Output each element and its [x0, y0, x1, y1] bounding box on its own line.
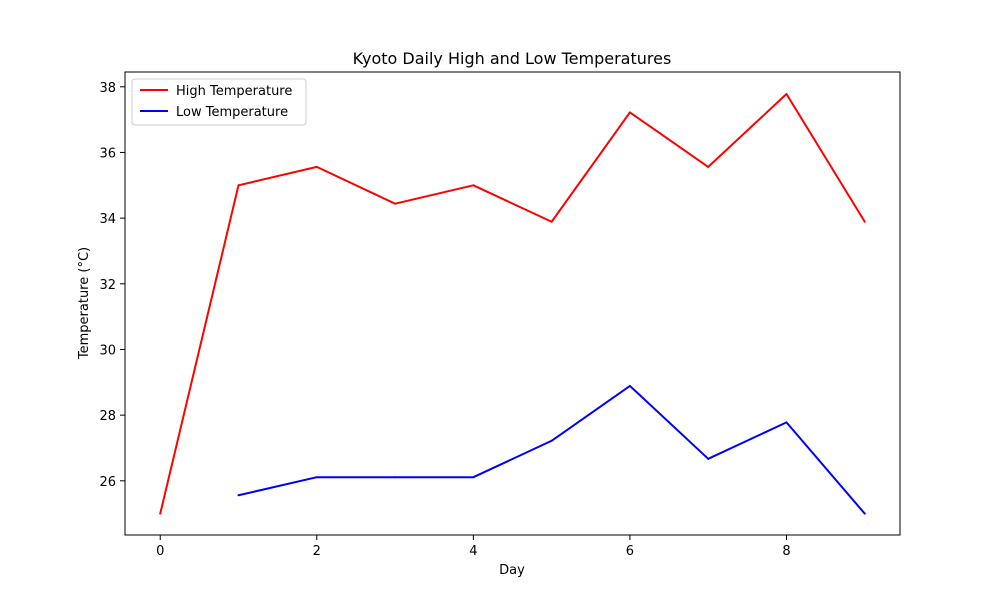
x-tick-label: 4 [469, 544, 477, 559]
data-point-high [159, 512, 162, 515]
x-axis-label: Day [499, 563, 525, 578]
y-tick-label: 30 [99, 343, 116, 358]
data-point-low [550, 439, 553, 442]
data-point-low [628, 384, 631, 387]
y-tick-label: 36 [99, 146, 116, 161]
x-tick-label: 0 [156, 544, 164, 559]
legend-box [131, 78, 307, 126]
y-tick-label: 26 [99, 475, 116, 490]
x-tick-label: 8 [782, 544, 790, 559]
data-point-high [315, 165, 318, 168]
chart-title: Kyoto Daily High and Low Temperatures [353, 49, 672, 68]
data-point-low [472, 476, 475, 479]
data-point-high [628, 111, 631, 114]
data-point-low [394, 476, 397, 479]
data-point-high [237, 184, 240, 187]
data-point-low [863, 512, 866, 515]
data-point-low [237, 494, 240, 497]
data-point-high [472, 184, 475, 187]
y-tick-label: 32 [99, 278, 116, 293]
x-tick-label: 6 [626, 544, 634, 559]
y-axis-ticks: 26 28 30 32 34 36 38 [99, 81, 125, 490]
plot-frame [124, 71, 901, 536]
y-axis-label: Temperature (°C) [77, 247, 92, 360]
x-tick-label: 2 [313, 544, 321, 559]
legend: High Temperature Low Temperature [131, 78, 307, 126]
data-point-high [863, 220, 866, 223]
y-tick-label: 34 [99, 212, 116, 227]
series-lines [159, 93, 866, 515]
data-point-high [550, 220, 553, 223]
legend-label-high: High Temperature [176, 84, 292, 99]
data-point-low [707, 457, 710, 460]
data-point-low [785, 421, 788, 424]
data-point-low [315, 476, 318, 479]
data-point-high [707, 165, 710, 168]
data-point-high [394, 202, 397, 205]
y-tick-label: 38 [99, 81, 116, 96]
series-line-high [159, 93, 866, 514]
y-tick-label: 28 [99, 409, 116, 424]
x-axis-ticks: 0 2 4 6 8 [156, 535, 791, 559]
data-point-high [785, 93, 788, 95]
legend-label-low: Low Temperature [176, 105, 288, 120]
